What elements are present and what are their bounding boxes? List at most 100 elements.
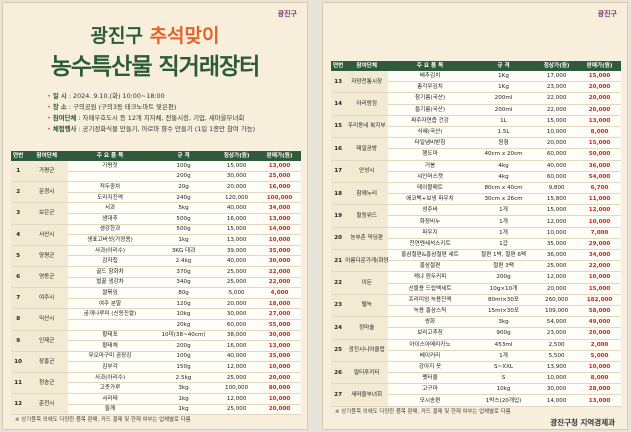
- normal-price: 109,000: [535, 305, 579, 318]
- organization: 서산시: [25, 224, 69, 246]
- number: 24: [331, 316, 346, 340]
- sale-price: 25,000: [258, 171, 301, 183]
- normal-price: 22,000: [535, 92, 579, 105]
- spec: 2.5kg: [151, 372, 216, 384]
- row: 200g 30,000 25,000: [11, 171, 301, 183]
- normal-price: 9,800: [535, 182, 579, 195]
- normal-price: 120,000: [215, 192, 259, 204]
- spec: 10kg: [471, 383, 536, 396]
- item: 펫터울: [388, 372, 472, 385]
- spec: 30cm x 26cm: [471, 193, 536, 206]
- item: 황태채: [68, 340, 152, 352]
- item: 고춧가루: [68, 382, 152, 395]
- sale-price: 15,000: [578, 71, 621, 83]
- normal-price: 12,000: [535, 271, 579, 284]
- row: 20 농부촌 믹딩판 파우지 1개 10,000 7,000: [331, 227, 621, 251]
- spec: 1갑: [471, 238, 536, 251]
- row: 10 장흥군 무오마구미 곰장깅 100g 40,000 35,000: [11, 351, 301, 373]
- info-line: 체험행사 : 공기정화식물 만들기, 아로마 향수 만들기 (1일 1종만 참여…: [47, 124, 297, 135]
- spec: 100g: [151, 161, 216, 172]
- info-text: : 2024. 9.10.(화) 10:00~18:00: [66, 92, 165, 100]
- item: 테이블매트: [388, 182, 472, 195]
- sale-price: 29,000: [578, 238, 621, 251]
- sale-price: 6,700: [578, 182, 621, 195]
- item: 총각무김치: [388, 81, 472, 94]
- row: 15 우리동네 복지부 짜주자연즙 건강 1L 15,000 13,000: [331, 115, 621, 139]
- sale-price: 100,000: [258, 192, 301, 204]
- header-cell: 규 격: [471, 61, 536, 71]
- organization: 여주시: [25, 287, 69, 310]
- normal-price: 15,800: [535, 193, 579, 206]
- item: 녹용 홍삼스틱: [388, 305, 472, 318]
- normal-price: 12,000: [535, 215, 579, 228]
- normal-price: 12,000: [215, 393, 259, 405]
- sale-price: 28,000: [578, 383, 621, 396]
- number: 7: [11, 287, 26, 310]
- spec: 1개: [471, 227, 536, 239]
- logo: 광진구: [597, 10, 617, 18]
- number: 10: [11, 351, 26, 373]
- header-cell: 연번: [11, 151, 26, 161]
- item: 배추김치: [388, 71, 472, 83]
- organization: 멀티푸키터: [345, 361, 389, 385]
- sale-price: 20,000: [258, 372, 301, 384]
- row: 생표고버섯(가정용) 1kg 13,000 10,000: [11, 234, 301, 246]
- normal-price: 60,000: [215, 319, 259, 331]
- spec: 1개: [471, 215, 536, 228]
- sale-price: 54,000: [578, 171, 621, 183]
- spec: 3kg: [471, 316, 536, 329]
- note: ※ 상기품목 외에도 다양한 품목 판매, 카드 결제 및 현재 여부는 업체별…: [335, 409, 511, 415]
- row: 17 안성시 거봉 4kg 40,000 36,000: [331, 160, 621, 183]
- sale-price: 34,000: [258, 202, 301, 214]
- row: 모시송편 1박스(20개입) 14,000 13,000: [331, 394, 621, 407]
- item: 짜주자연즙 건강: [388, 115, 472, 127]
- info-line: 일 시 : 2024. 9.10.(화) 10:00~18:00: [47, 91, 297, 102]
- normal-price: 40,000: [215, 351, 259, 363]
- organization: 농부촌 믹딩판: [345, 227, 389, 251]
- item: 행도마: [388, 148, 472, 161]
- item: 쌀볶임: [68, 287, 152, 299]
- spec: 10미(38~40cm): [151, 330, 216, 342]
- normal-price: 25,000: [215, 266, 259, 278]
- sale-price: 13,000: [578, 115, 621, 127]
- item: 골드 항화차: [68, 266, 152, 278]
- item: 사과(아리수): [68, 372, 152, 384]
- number: 26: [331, 361, 346, 385]
- sale-price: 20,000: [578, 104, 621, 116]
- normal-price: 15,000: [535, 204, 579, 217]
- item: 성주바: [388, 204, 472, 217]
- row: 펫터울 S 10,000 8,000: [331, 372, 621, 385]
- spec: 1Kg: [471, 71, 536, 83]
- sale-price: 35,000: [258, 351, 301, 363]
- organization: 영동군: [25, 266, 69, 289]
- item: 여주 분말: [68, 298, 152, 310]
- number: 13: [331, 71, 346, 94]
- spec: S: [471, 372, 536, 385]
- item: [68, 171, 152, 183]
- row: 고춧가루 3kg 100,000 80,000: [11, 382, 301, 395]
- row: 황태채 200g 16,000 13,000: [11, 340, 301, 352]
- note: ※ 상기품목 외에도 다양한 품목 판매, 카드 결제 및 현재 여부는 업체별…: [15, 417, 191, 423]
- spec: 원형: [471, 137, 536, 150]
- row: 20kg 60,000 55,000: [11, 319, 301, 331]
- title-part: 광진구: [90, 25, 150, 47]
- spec: 120g: [151, 298, 216, 310]
- sale-price: 30,000: [258, 255, 301, 267]
- item: 가평잣: [68, 161, 152, 172]
- row: 22 이든 케냐 원두커피 200g 12,000 10,000: [331, 271, 621, 295]
- spec: 1kg: [151, 404, 216, 416]
- organization: 아름다운가게(화양점): [345, 249, 389, 273]
- sale-price: 13,000: [258, 213, 301, 225]
- sale-price: 27,000: [258, 308, 301, 320]
- organization: 탤녹: [345, 294, 389, 318]
- spec: 100g: [151, 351, 216, 363]
- normal-price: 39,000: [215, 245, 259, 257]
- item: 참기름(국산): [388, 92, 472, 105]
- item: 사과(아리수): [68, 245, 152, 257]
- item: 천연멘세석스키트: [388, 238, 472, 251]
- sale-price: 15,000: [578, 283, 621, 295]
